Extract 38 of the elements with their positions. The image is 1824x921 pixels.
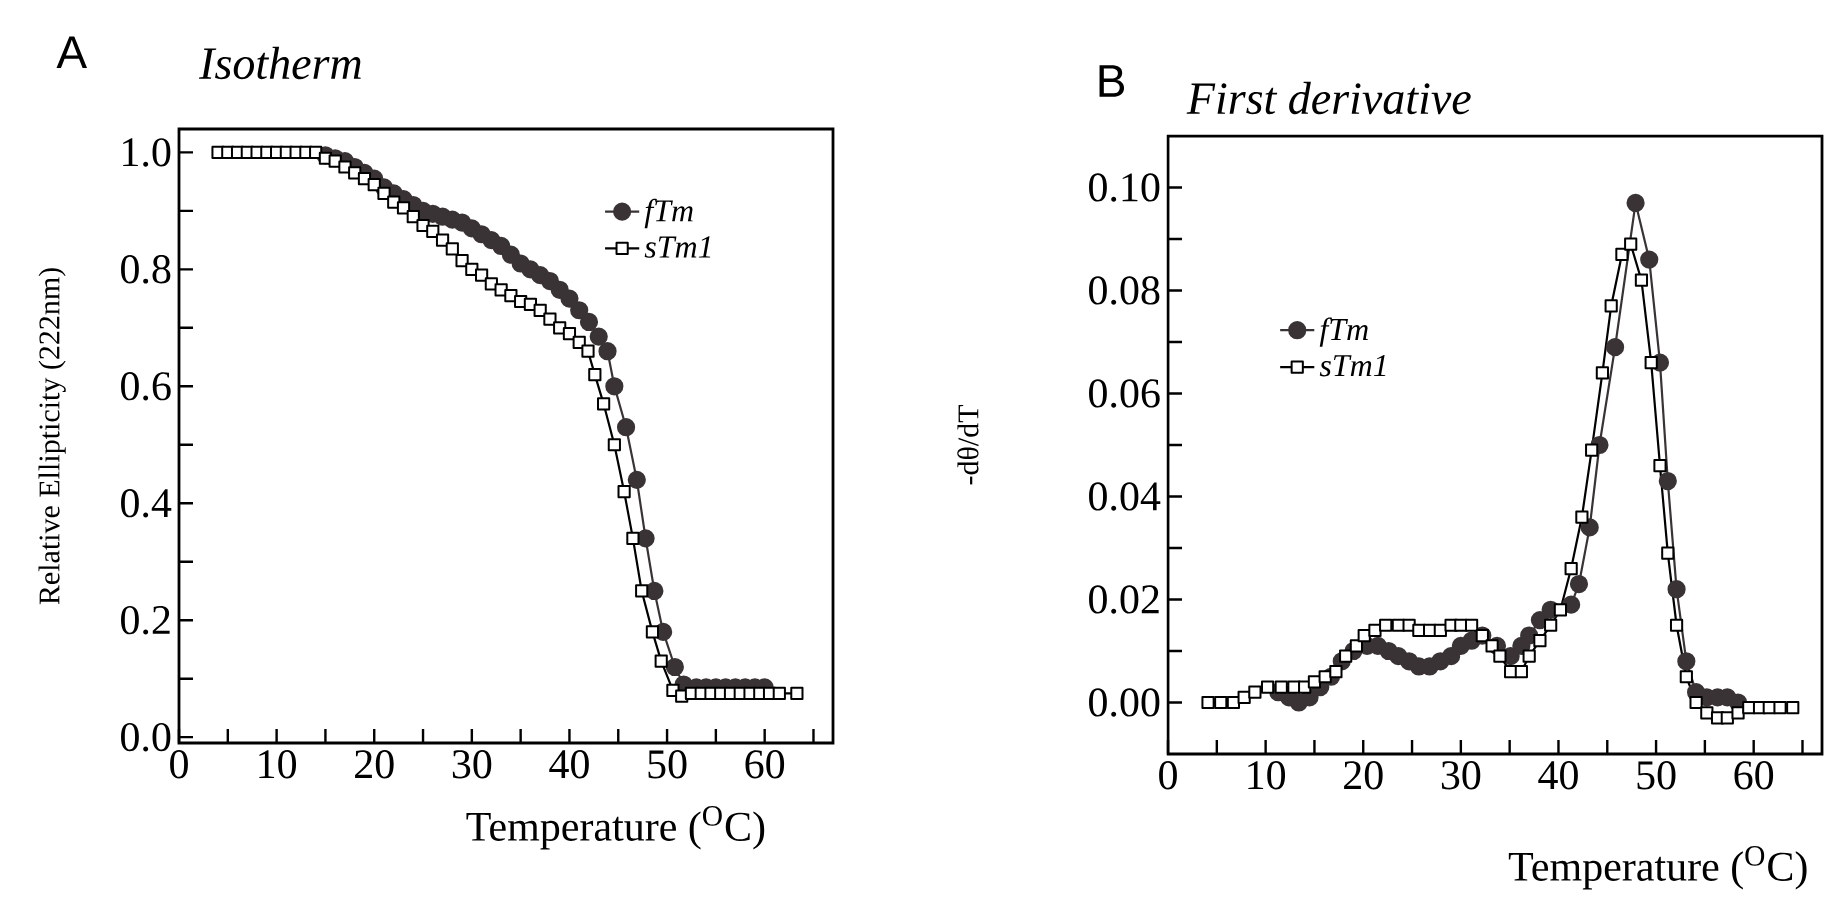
y-tick-label: 0.00: [1089, 688, 1160, 717]
x-tick-label: 20: [355, 750, 394, 779]
y-tick-label: 0.8: [121, 255, 171, 284]
y-tick-label: 0.02: [1089, 585, 1159, 614]
y-tick-label: 0.10: [1089, 173, 1160, 202]
legend-label: sTm1: [644, 236, 711, 258]
x-tick-label: 40: [549, 750, 589, 779]
text: A: [56, 36, 88, 69]
y-axis-title: Relative Ellipticity (222nm): [38, 268, 66, 605]
x-axis-title: Temperature ($^{O}$C): [466, 806, 765, 850]
chart-title: First derivative: [1186, 81, 1471, 115]
y-tick-label: 0.4: [121, 489, 172, 518]
y-axis-title: -dθ/dT: [957, 404, 979, 485]
y-tick-label: 0.6: [121, 372, 171, 401]
x-tick-label: 10: [1248, 761, 1286, 790]
x-tick-label: 30: [1441, 761, 1481, 790]
x-tick-label: 60: [745, 750, 785, 779]
x-tick-label: 60: [1734, 761, 1774, 790]
chart-title: Isotherm: [198, 46, 361, 80]
legend-label: sTm1: [1319, 354, 1386, 377]
x-tick-label: 20: [1344, 761, 1383, 790]
x-tick-label: 50: [648, 750, 687, 779]
legend-label: fTm: [1319, 317, 1368, 347]
x-tick-label: 40: [1538, 761, 1578, 790]
x-tick-label: 50: [1637, 761, 1676, 790]
x-tick-label: 0: [1159, 761, 1177, 790]
x-tick-label: 0: [170, 750, 188, 779]
y-tick-label: 0.04: [1089, 482, 1161, 511]
y-tick-label: 0.08: [1089, 276, 1160, 305]
legend-label: fTm: [644, 198, 693, 229]
y-tick-label: 1.0: [123, 138, 171, 167]
text: B: [1099, 65, 1125, 97]
x-tick-label: 10: [259, 750, 297, 779]
y-tick-label: 0.0: [121, 722, 171, 752]
x-axis-title: Temperature ($^{O}$C): [1508, 846, 1807, 890]
y-tick-label: 0.06: [1089, 379, 1160, 408]
x-tick-label: 30: [452, 750, 492, 779]
y-tick-label: 0.2: [121, 605, 170, 635]
